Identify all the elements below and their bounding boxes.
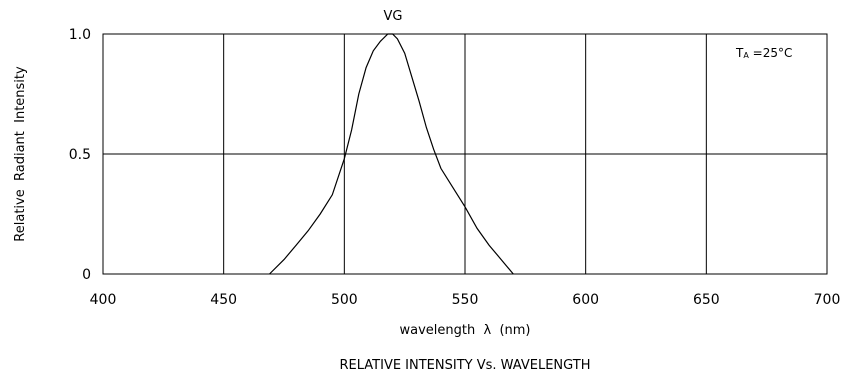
- x-tick-label: 400: [90, 292, 117, 308]
- x-tick-label: 600: [572, 292, 599, 308]
- y-tick-label: 1.0: [69, 27, 91, 43]
- y-tick-label: 0.5: [69, 147, 91, 163]
- grid-lines: [103, 34, 827, 274]
- x-tick-labels: 400 450 500 550 600 650 700: [90, 292, 841, 308]
- x-tick-label: 650: [693, 292, 720, 308]
- y-tick-labels: 0 0.5 1.0: [69, 27, 91, 283]
- y-tick-label: 0: [82, 267, 91, 283]
- x-tick-label: 700: [814, 292, 841, 308]
- chart-title: RELATIVE INTENSITY Vs. WAVELENGTH: [340, 358, 591, 373]
- x-tick-label: 450: [210, 292, 237, 308]
- curve-label: VG: [384, 9, 403, 24]
- x-tick-label: 550: [452, 292, 479, 308]
- x-axis-label: wavelength λ (nm): [400, 323, 531, 338]
- plot-frame: [102, 33, 828, 275]
- y-axis-label: Relative Radiant Intensity: [13, 66, 28, 242]
- temperature-annotation: TA =25°C: [735, 46, 792, 60]
- intensity-curve: [269, 33, 514, 275]
- x-tick-label: 500: [331, 292, 358, 308]
